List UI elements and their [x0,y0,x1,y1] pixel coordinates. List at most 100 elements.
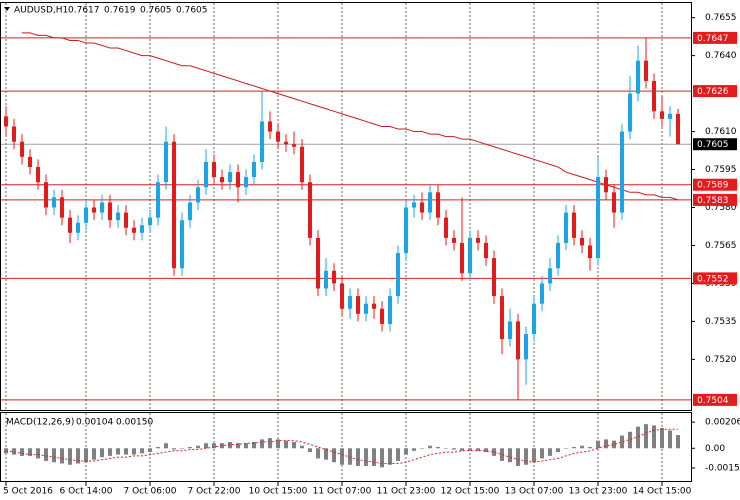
level-label-box [693,272,737,285]
macd-bar [204,443,208,449]
macd-bar [92,448,96,460]
y-tick-label: 0.7655 [705,13,737,23]
current-price-label: 0.7605 [697,140,729,150]
level-label-box [693,393,737,406]
macd-bar [28,448,32,456]
macd-bar [44,448,48,461]
macd-bar [484,448,488,453]
ohlc-value: 0.7605 [140,6,172,16]
macd-bar [596,440,600,449]
symbol: AUDUSD,H1 [14,6,68,16]
level-label-box [693,85,737,98]
macd-bar [620,435,624,449]
candle-body [108,202,112,221]
candle-body [508,321,512,340]
candle-body [140,225,144,233]
macd-bar [420,448,424,449]
level-label: 0.7647 [697,34,729,44]
y-tick-label: -0.00155 [705,463,740,473]
macd-bar [12,448,16,455]
candle-body [356,296,360,314]
candle-body [612,192,616,213]
candle-body [572,212,576,238]
level-label: 0.7583 [697,196,729,206]
candle-body [76,222,80,233]
macd-bar [428,445,432,449]
candle-body [604,177,608,193]
macd-bar [228,441,232,449]
candle-body [196,187,200,203]
macd-name: MACD(12,26,9) [6,418,74,428]
macd-bar [220,443,224,449]
macd-bar [156,447,160,449]
macd-bar [76,448,80,464]
price-pane [0,2,692,411]
macd-value: 0.00104 [76,418,113,428]
level-label-box [693,31,737,44]
macd-bar [500,448,504,461]
candle-body [156,182,160,218]
candle-body [420,202,424,213]
y-tick-label: 0.7595 [705,165,737,175]
x-tick-label: 10 Oct 15:00 [249,487,308,497]
candle-body [620,131,624,213]
candle-body [364,303,368,314]
candle-body [316,237,320,289]
candle-body [124,212,128,228]
macd-bar [132,448,136,455]
macd-pane [0,412,692,482]
candle-body [596,177,600,259]
candle-body [588,245,592,259]
y-tick-label: 0.7640 [705,51,737,61]
candle-body [452,237,456,243]
x-tick-label: 14 Oct 15:00 [633,487,692,497]
macd-bar [476,448,480,451]
y-tick-label: 0.7520 [705,355,737,365]
level-label-box [693,193,737,206]
candle-body [468,237,472,274]
x-tick-label: 11 Oct 23:00 [377,487,436,497]
y-tick-label: 0.00206 [705,418,740,428]
candle-body [532,303,536,335]
candle-body [492,258,496,297]
candle-body [556,242,560,269]
macd-bar [668,430,672,449]
candle-body [12,126,16,142]
macd-bar [468,448,472,451]
macd-signal [5,428,678,464]
macd-bar [492,448,496,456]
candle-body [636,60,640,94]
candle-body [60,197,64,218]
candle-body [332,270,336,284]
y-tick-label: 0.7565 [705,241,737,251]
candle-body [396,253,400,297]
macd-bar [636,426,640,449]
macd-bar [412,448,416,451]
y-tick-label: 0.7580 [705,203,737,213]
candle-body [676,113,680,145]
candle-body [644,60,648,81]
macd-bar [124,448,128,455]
macd-bar [140,448,144,454]
macd-bar [372,448,376,467]
level-label: 0.7552 [697,274,729,284]
macd-bar [100,448,104,458]
macd-bar [564,448,568,449]
x-tick-label: 12 Oct 15:00 [441,487,500,497]
candle-body [300,146,304,183]
macd-bar [324,448,328,460]
candle-body [412,202,416,208]
dropdown-icon[interactable] [4,7,10,11]
candle-body [244,177,248,188]
macd-bar [252,441,256,449]
macd-bar [172,448,176,450]
candle-body [188,202,192,221]
candle-body [460,242,464,274]
candle-body [236,172,240,188]
candle-body [180,220,184,269]
level-label: 0.7626 [697,87,729,97]
candle-body [116,212,120,221]
candle-body [388,296,392,324]
macd-bar [20,448,24,456]
candle-body [548,268,552,284]
